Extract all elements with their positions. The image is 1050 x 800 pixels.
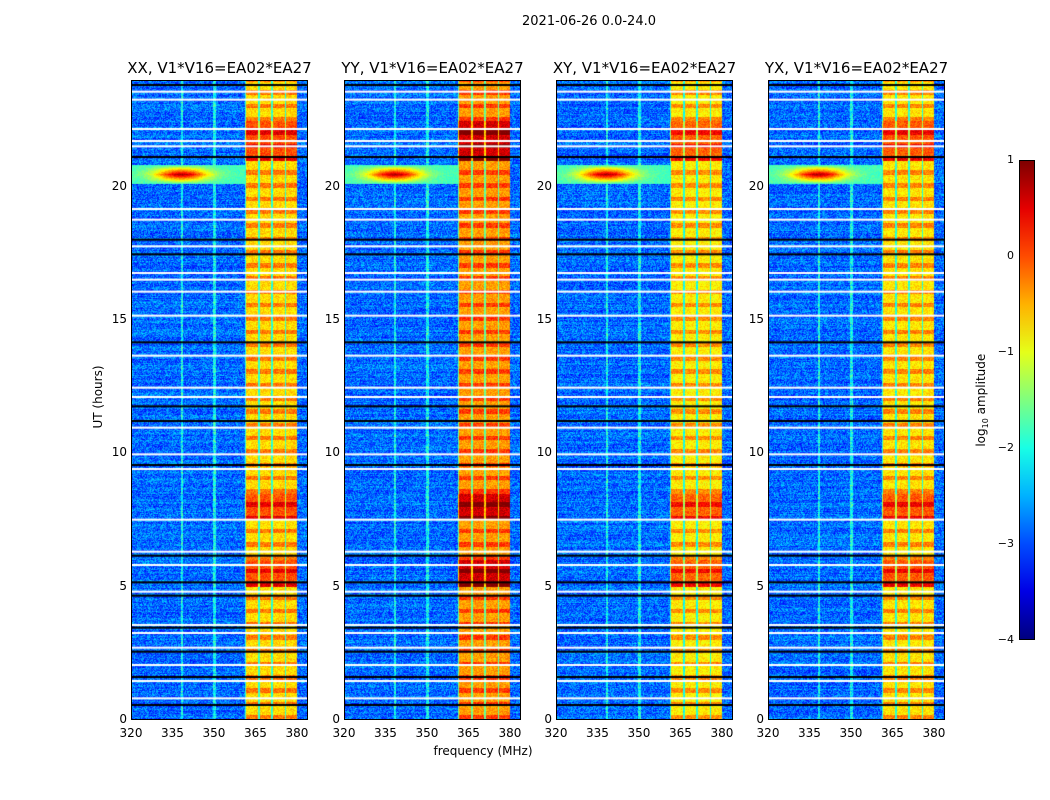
- y-tick-label: 20: [111, 178, 127, 193]
- y-tick-label: 0: [544, 712, 552, 726]
- panel-title: XY, V1*V16=EA02*EA27: [552, 59, 737, 77]
- panel-title: YX, V1*V16=EA02*EA27: [764, 59, 949, 77]
- colorbar-tick-label: −2: [997, 441, 1014, 454]
- colorbar-tick-label: −3: [997, 537, 1014, 550]
- heatmap-cells: [132, 81, 307, 719]
- x-tick-label: 335: [798, 726, 821, 740]
- x-tick-label: 320: [544, 726, 568, 740]
- heatmap-cells: [557, 81, 732, 719]
- panel-title: YY, V1*V16=EA02*EA27: [341, 59, 524, 77]
- x-axis-label: frequency (MHz): [433, 744, 533, 758]
- y-tick-label: 20: [536, 178, 552, 193]
- y-tick-label: 15: [111, 312, 127, 326]
- y-tick-label: 5: [332, 578, 340, 593]
- x-tick-label: 380: [498, 726, 522, 740]
- x-tick-label: 350: [202, 726, 226, 740]
- y-tick-label: 10: [748, 445, 764, 460]
- colorbar-tick-label: −1: [997, 345, 1014, 358]
- x-tick-label: 335: [374, 726, 397, 740]
- x-tick-label: 350: [415, 726, 439, 740]
- colorbar: [1019, 160, 1035, 640]
- x-tick-label: 380: [922, 726, 946, 740]
- heatmap-panel: [768, 80, 945, 720]
- x-tick-label: 365: [244, 726, 267, 740]
- y-tick-label: 20: [748, 178, 764, 193]
- x-tick-label: 350: [627, 726, 651, 740]
- figure-title: 2021-06-26 0.0-24.0: [522, 14, 656, 29]
- panel-title: XX, V1*V16=EA02*EA27: [127, 59, 312, 77]
- x-tick-label: 380: [710, 726, 734, 740]
- heatmap-cells: [345, 81, 520, 719]
- x-tick-label: 320: [756, 726, 780, 740]
- y-tick-label: 0: [119, 712, 127, 726]
- colorbar-tick-label: 1: [1007, 153, 1014, 166]
- x-tick-label: 335: [586, 726, 609, 740]
- x-tick-label: 365: [881, 726, 904, 740]
- heatmap-cells: [769, 81, 944, 719]
- x-tick-label: 380: [285, 726, 309, 740]
- colorbar-tick-label: 0: [1007, 249, 1014, 262]
- y-tick-label: 10: [324, 445, 340, 460]
- x-tick-label: 365: [669, 726, 692, 740]
- y-tick-label: 5: [756, 578, 764, 593]
- heatmap-panel: [556, 80, 733, 720]
- y-tick-label: 5: [544, 578, 552, 593]
- heatmap-panel: [344, 80, 521, 720]
- y-tick-label: 15: [324, 312, 340, 326]
- y-tick-label: 15: [748, 312, 764, 326]
- y-tick-label: 0: [332, 712, 340, 726]
- x-tick-label: 320: [332, 726, 356, 740]
- y-tick-label: 20: [324, 178, 340, 193]
- y-axis-label: UT (hours): [91, 365, 105, 429]
- heatmap-panel: [131, 80, 308, 720]
- y-tick-label: 0: [756, 712, 764, 726]
- x-tick-label: 335: [161, 726, 184, 740]
- colorbar-tick-label: −4: [997, 633, 1014, 646]
- y-tick-label: 10: [111, 445, 127, 460]
- y-tick-label: 5: [119, 578, 127, 593]
- x-tick-label: 320: [119, 726, 143, 740]
- x-tick-label: 350: [839, 726, 863, 740]
- y-tick-label: 10: [536, 445, 552, 460]
- x-tick-label: 365: [457, 726, 480, 740]
- y-tick-label: 15: [536, 312, 552, 326]
- colorbar-label: log10 amplitude: [973, 353, 991, 447]
